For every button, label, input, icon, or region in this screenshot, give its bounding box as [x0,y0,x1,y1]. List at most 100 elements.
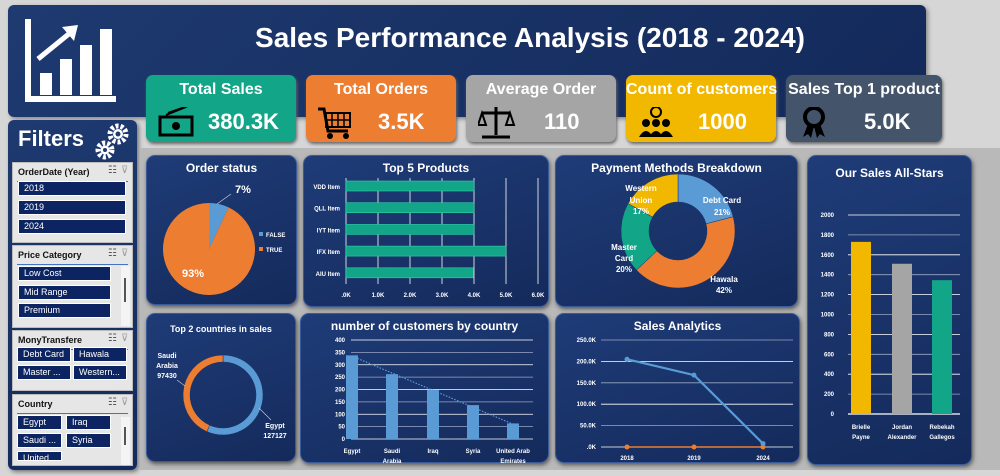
category-label: Brielle [852,425,871,431]
data-point [760,441,766,447]
tick-label: 1200 [821,293,835,299]
kpi-card-count-of-customers: Count of customers 1000 [626,75,777,142]
clear-filter-icon[interactable]: ⊽ [121,333,129,344]
chart-payment: Debt Card 21% Hawala 42% Master Card 20% Wester… [611,173,741,295]
people-idea-icon [639,107,673,137]
category-label: VDD Item [313,185,340,191]
multi-select-icon[interactable]: ☷ [108,333,117,344]
kpi-value: 110 [544,109,580,134]
chart-panel-sales: Sales Analytics .0K 50.0K 100.0K 150.0K 200.0… [555,313,800,463]
slicer-item[interactable]: 2019 [18,200,126,215]
tick-label: 200 [335,388,346,394]
multi-select-icon[interactable]: ☷ [108,397,117,408]
slicer-item[interactable]: Egypt [17,415,62,430]
tick-label: 350 [335,350,346,356]
category-label: Syria [466,449,481,455]
chart-panel-order-status: Order status 7% 93% FALSE TRUE [146,155,297,305]
legend-swatch [259,232,263,236]
tick-label: 100.0K [577,402,597,408]
data-label: Arabia [156,363,178,370]
category-label: Saudi [384,449,401,455]
slicer-item[interactable]: Syria [66,433,111,448]
kpi-card-average-order: Average Order 110 [466,75,616,142]
tick-label: 50 [338,425,345,431]
tick-label: 150 [335,400,346,406]
data-label: 97430 [157,373,177,380]
slicer-item[interactable]: Western... [73,365,127,380]
kpi-value: 5.0K [864,109,911,134]
tick-label: .0K [587,445,597,451]
tick-label: 400 [335,338,346,344]
filters-title: Filters [18,126,85,151]
scrollbar-thumb[interactable] [124,427,126,445]
kpi-card-sales-top-1-product: Sales Top 1 product 5.0K [786,75,942,142]
category-label: IYT Item [317,228,340,234]
kpi-value: 380.3K [208,109,279,134]
chart-sales: .0K 50.0K 100.0K 150.0K 200.0K 250.0K 2018 2019… [577,338,793,462]
money-icon [158,107,194,137]
scrollbar-thumb[interactable] [124,278,126,302]
legend-entry: FALSE [266,233,285,239]
slicer-item[interactable]: Saudi ... [17,433,62,448]
pie-slice-true [162,203,255,295]
slicer-item[interactable]: Mid Range [18,285,111,300]
tick-label: 2018 [620,456,634,462]
slicer-item[interactable]: United [17,451,62,461]
bar [851,241,871,414]
pie-slice-false [209,203,229,249]
category-label: Rebekah [929,425,954,431]
slicer-scrollbar[interactable] [121,266,130,326]
slicer-divider [17,264,128,265]
category-label: Alexander [887,435,917,441]
data-label: 7% [235,184,251,196]
bar [345,202,475,214]
chart-customers: 0 50 100 150 200 250 300 350 400 Egypt Saudi Arabia… [335,338,533,464]
chart-title: Sales Analytics [633,319,722,333]
slicer-title: Country [18,399,53,409]
slicer-scrollbar[interactable] [121,417,130,465]
donut-segment [627,173,679,218]
clear-filter-icon[interactable]: ⊽ [121,397,129,408]
slicer-title: OrderDate (Year) [18,167,90,177]
slicer-item[interactable]: Low Cost [18,266,111,281]
kpi-card-total-sales: Total Sales 380.3K [146,75,296,142]
category-label: QLL Item [314,207,340,213]
bar [345,245,507,257]
multi-select-icon[interactable]: ☷ [108,165,117,176]
tick-label: 1400 [821,273,835,279]
slicer-title: Price Category [18,250,82,260]
category-label: Jordan [892,425,912,431]
slicer-item[interactable]: 2024 [18,219,126,234]
slicer-item[interactable]: 2018 [18,181,126,196]
kpi-value: 1000 [698,109,747,134]
category-label: Egypt [344,449,361,455]
tick-label: 1800 [821,233,835,239]
category-label: IFX Item [317,250,340,256]
slicer-item[interactable]: Debt Card [17,347,71,362]
category-label: Gallegos [929,435,955,441]
tick-label: 1.0K [372,293,385,299]
kpi-label: Total Orders [334,81,428,98]
chart-panel-customers: number of customers by country 0 50 100 150 2… [300,313,549,464]
slicer-item[interactable]: Hawala [73,347,127,362]
slicer-item[interactable]: Premium [18,303,111,318]
tick-label: 200.0K [577,359,597,365]
trendline [351,355,514,425]
multi-select-icon[interactable]: ☷ [108,248,117,259]
tick-label: 2000 [821,213,835,219]
bar [467,405,479,439]
slicer-item[interactable]: Iraq [66,415,111,430]
kpi-label: Total Sales [179,81,263,98]
tick-label: 6.0K [532,293,545,299]
clear-filter-icon[interactable]: ⊽ [121,165,129,176]
tick-label: 100 [335,412,346,418]
category-label: Payne [852,435,870,441]
donut-segment [182,354,224,432]
bar [427,389,439,439]
slicer-item[interactable]: Master ... [17,365,71,380]
chart-top2: Egypt 127127 Saudi Arabia 97430 [156,353,287,440]
tick-label: .0K [341,293,351,299]
clear-filter-icon[interactable]: ⊽ [121,248,129,259]
tick-label: 2019 [687,456,701,462]
data-label: 17% [633,207,649,216]
